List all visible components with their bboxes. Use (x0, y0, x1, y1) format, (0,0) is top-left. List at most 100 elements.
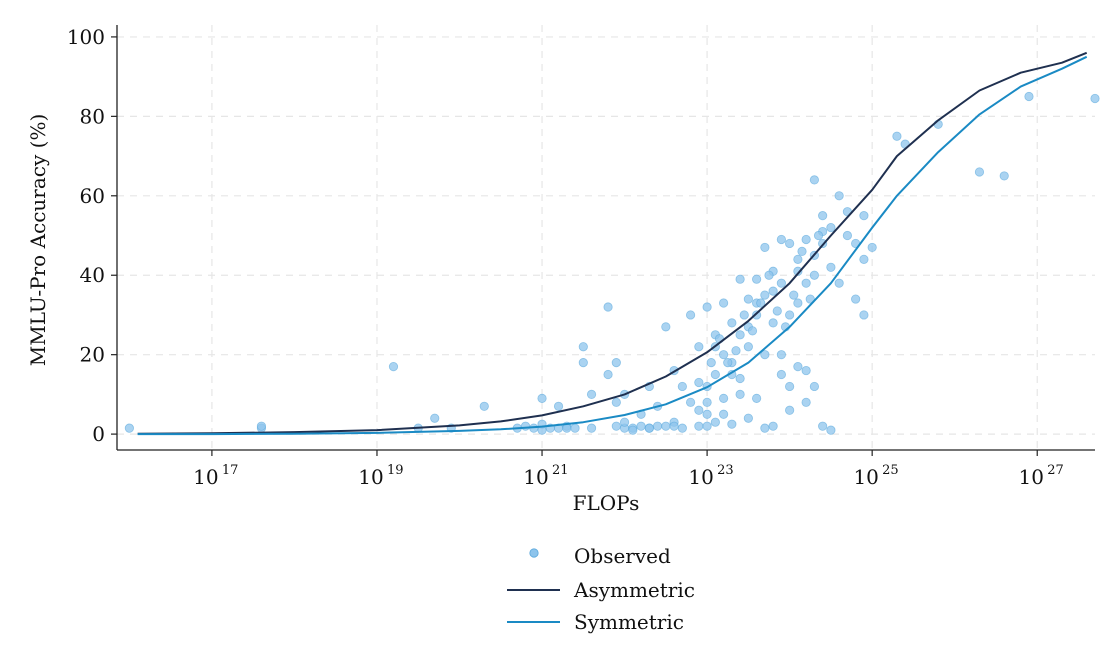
observed-point (719, 350, 729, 360)
legend-asymmetric-label: Asymmetric (573, 578, 695, 602)
observed-point (785, 405, 795, 415)
observed-point (768, 318, 778, 328)
observed-point (578, 342, 588, 352)
observed-point (892, 131, 902, 141)
x-tick-exponent: 21 (552, 463, 569, 478)
observed-point (793, 361, 803, 372)
y-tick-label: 0 (92, 422, 105, 446)
observed-point (805, 294, 815, 304)
observed-point (739, 310, 749, 320)
observed-point (719, 393, 729, 403)
observed-point (735, 373, 745, 384)
observed-point (702, 409, 712, 419)
series-line-symmetric (137, 55, 1088, 436)
observed-point (710, 417, 720, 427)
observed-point (752, 310, 762, 320)
observed-point (789, 290, 799, 300)
observed-point (974, 167, 985, 177)
observed-point (636, 421, 646, 431)
observed-point (793, 298, 803, 308)
observed-point (1090, 93, 1100, 104)
observed-point (628, 425, 638, 435)
observed-point (785, 381, 795, 392)
observed-point (818, 421, 828, 431)
x-tick-label: 10 (688, 465, 713, 489)
x-tick-label: 10 (523, 465, 548, 489)
observed-point (731, 346, 741, 356)
observed-point (702, 397, 712, 407)
observed-point (735, 389, 745, 399)
observed-point (776, 369, 786, 380)
observed-point (719, 298, 729, 308)
observed-point (859, 310, 869, 320)
observed-point (801, 278, 811, 288)
observed-point (694, 405, 704, 415)
y-tick-label: 80 (80, 104, 105, 128)
observed-point (797, 246, 807, 257)
observed-point (747, 326, 758, 336)
y-tick-label: 100 (67, 25, 105, 49)
legend-observed-label: Observed (574, 544, 671, 568)
observed-point (851, 294, 861, 304)
observed-point (702, 421, 712, 431)
x-ticks: 10 17 10 19 10 21 10 23 10 25 10 27 (193, 450, 1064, 489)
observed-point (694, 377, 704, 388)
observed-point (578, 358, 588, 368)
observed-point (735, 330, 745, 340)
observed-point (776, 350, 786, 360)
x-tick-exponent: 25 (882, 463, 899, 478)
observed-point (776, 234, 786, 245)
observed-point (743, 413, 753, 423)
observed-point (776, 278, 786, 288)
observed-point (603, 302, 613, 312)
observed-point (842, 230, 853, 241)
observed-point (611, 421, 621, 431)
observed-point (809, 175, 819, 185)
observed-point (867, 242, 877, 253)
observed-point (669, 421, 679, 431)
observed-point (652, 421, 663, 431)
x-tick-exponent: 17 (222, 463, 239, 478)
observed-point (818, 211, 828, 221)
observed-point (586, 423, 597, 433)
observed-point (537, 393, 547, 403)
observed-point (785, 238, 795, 249)
observed-point (685, 397, 696, 407)
observed-point (479, 401, 489, 411)
observed-point (760, 290, 770, 300)
series-line-asymmetric (137, 51, 1088, 435)
observed-point (826, 262, 836, 272)
x-axis-label: FLOPs (573, 491, 640, 515)
observed-point (768, 421, 778, 431)
axes (116, 25, 1095, 451)
observed-point (793, 266, 803, 276)
observed-point (768, 286, 778, 296)
observed-point (809, 270, 819, 280)
observed-point (999, 171, 1009, 181)
observed-point (677, 423, 687, 433)
observed-point (256, 421, 267, 431)
y-ticks: 0 20 40 60 80 100 (67, 25, 117, 446)
observed-point (727, 419, 737, 429)
observed-point (752, 393, 762, 403)
legend-observed-marker (529, 548, 539, 558)
observed-point (706, 358, 716, 368)
observed-point (603, 369, 613, 380)
observed-point (677, 381, 687, 392)
observed-point (694, 421, 704, 431)
x-tick-label: 10 (1019, 465, 1044, 489)
observed-point (124, 423, 134, 433)
observed-point (694, 342, 704, 352)
grid (117, 25, 1095, 450)
observed-point (743, 342, 753, 352)
observed-point (859, 211, 869, 221)
observed-point (723, 358, 733, 368)
observed-point (719, 409, 729, 419)
observed-point (813, 230, 824, 241)
observed-point (834, 191, 844, 201)
y-tick-label: 20 (80, 343, 105, 367)
observed-point (756, 298, 766, 308)
observed-point (826, 222, 836, 233)
observed-point (611, 397, 621, 407)
